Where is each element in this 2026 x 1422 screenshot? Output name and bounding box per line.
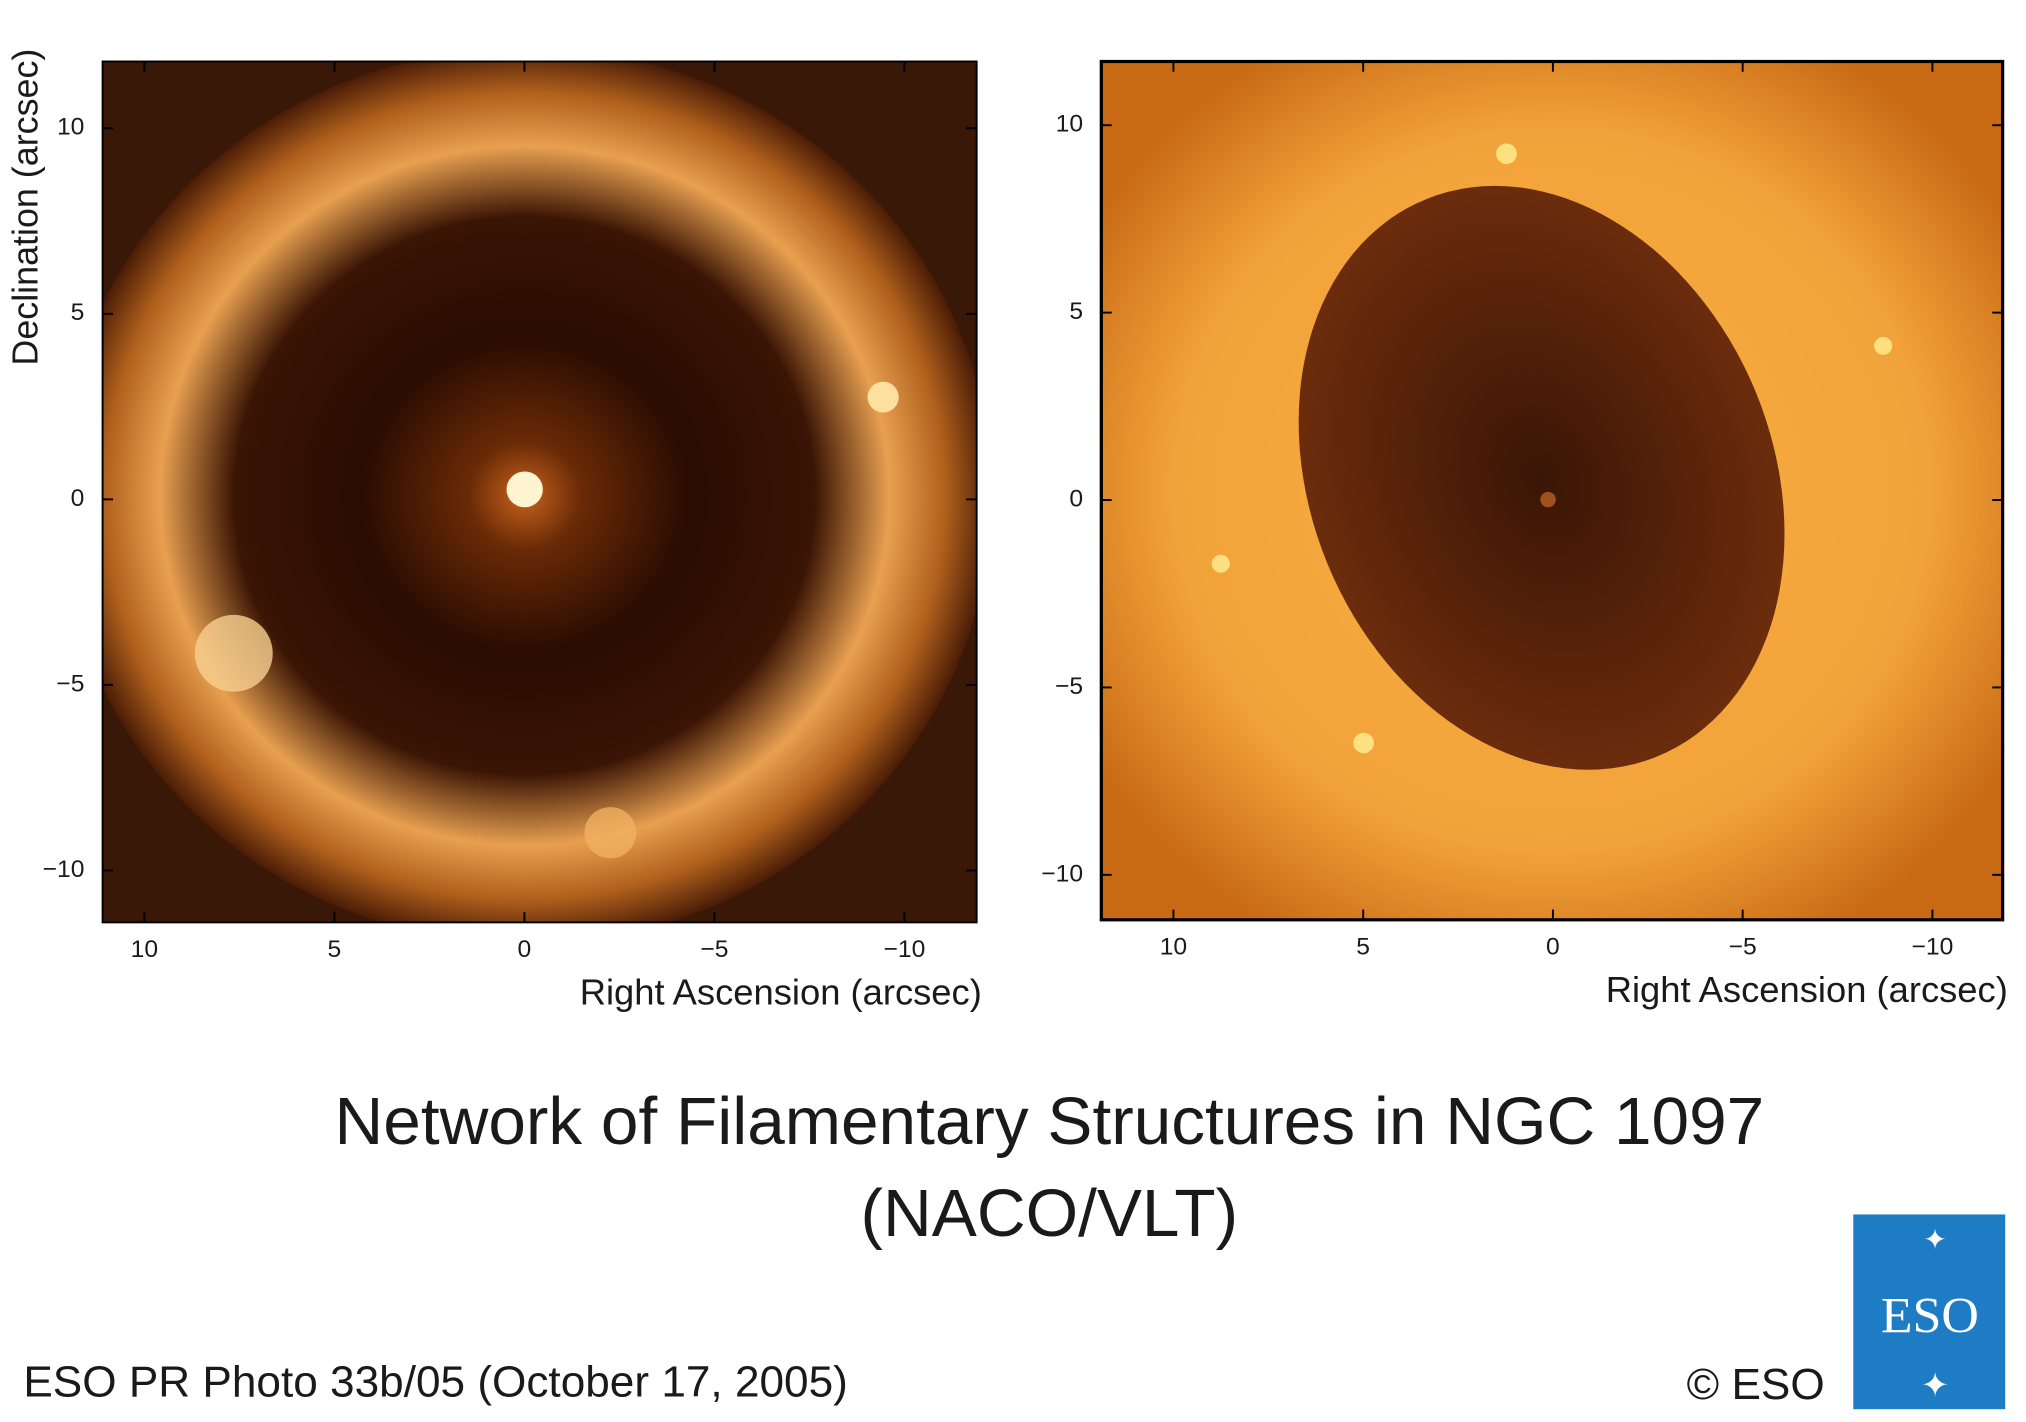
- y-tick-label: 5: [1069, 298, 1083, 325]
- x-tick-label: 10: [1160, 934, 1187, 961]
- y-tick-label: 0: [71, 485, 85, 512]
- y-tick-label: −10: [43, 856, 85, 883]
- y-tick-label: 10: [57, 114, 84, 141]
- x-tick-label: 5: [1356, 934, 1370, 961]
- copyright: © ESO: [1687, 1360, 1825, 1409]
- y-tick-label: 0: [1069, 486, 1083, 513]
- eso-logo: ESO ✦ ✦: [1853, 1214, 2006, 1410]
- x-tick-label: 0: [518, 936, 532, 963]
- left-frame: [101, 60, 978, 924]
- y-tick-label: 10: [1056, 111, 1083, 138]
- x-tick-label: 10: [131, 936, 158, 963]
- credit: ESO PR Photo 33b/05 (October 17, 2005): [23, 1358, 847, 1407]
- y-tick-label: −5: [1055, 673, 1083, 700]
- x-tick-label: 5: [328, 936, 342, 963]
- left-image: [102, 61, 977, 923]
- y-tick-label: −5: [56, 670, 84, 697]
- x-axis-label: Right Ascension (arcsec): [1606, 969, 2008, 1010]
- x-tick-label: −5: [1729, 934, 1757, 961]
- logo-text: ESO: [1881, 1288, 1979, 1345]
- right-image: [1101, 61, 2003, 920]
- svg-text:✦: ✦: [1921, 1368, 1949, 1405]
- x-tick-label: −10: [884, 936, 926, 963]
- svg-text:✦: ✦: [1923, 1224, 1947, 1256]
- y-tick-label: −10: [1041, 860, 1083, 887]
- x-tick-label: 0: [1546, 934, 1560, 961]
- title-line-2: (NACO/VLT): [861, 1177, 1239, 1251]
- y-axis-label: Declination (arcsec): [4, 49, 45, 366]
- x-axis-label: Right Ascension (arcsec): [580, 972, 982, 1013]
- y-tick-label: 5: [71, 299, 85, 326]
- title-line-1: Network of Filamentary Structures in NGC…: [335, 1084, 1765, 1158]
- x-tick-label: −10: [1911, 934, 1953, 961]
- x-tick-label: −5: [700, 936, 728, 963]
